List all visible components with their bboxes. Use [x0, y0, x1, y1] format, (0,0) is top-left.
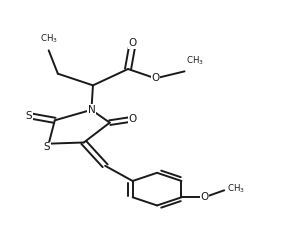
Text: CH$_3$: CH$_3$ [186, 54, 204, 67]
Text: N: N [87, 105, 95, 115]
Text: S: S [44, 142, 51, 152]
Text: S: S [26, 111, 32, 121]
Text: CH$_3$: CH$_3$ [40, 32, 58, 45]
Text: O: O [200, 192, 209, 202]
Text: O: O [128, 38, 137, 48]
Text: CH$_3$: CH$_3$ [227, 183, 245, 195]
Text: O: O [128, 114, 137, 124]
Text: O: O [152, 73, 160, 83]
